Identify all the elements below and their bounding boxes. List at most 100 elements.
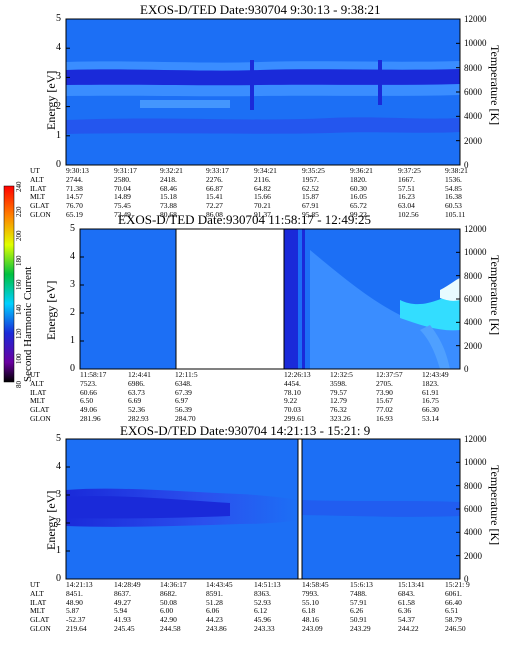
panel-1-orbit-value: 73.88 — [160, 201, 177, 211]
panel-3-orbit-value: 243.09 — [302, 624, 323, 633]
panel-3-orbit-value: 244.22 — [398, 624, 419, 633]
panel-1-orbit-value: 105.11 — [445, 210, 466, 219]
panel-3-orbit-value: 42.90 — [160, 615, 177, 625]
panel-3-orbit-value: 48.90 — [66, 597, 83, 607]
panel-1-ylabel-right: Temperature [K] — [488, 45, 502, 126]
panel-1-orbit-value: 2580. — [114, 174, 131, 184]
panel-3-orbit-label: GLON — [30, 624, 51, 633]
panel-1-orbit-label: GLON — [30, 210, 51, 219]
panel-3-ytick-left: 4 — [56, 461, 61, 472]
panel-3-orbit-value: 8591. — [206, 588, 223, 598]
panel-2-orbit-label: MLT — [30, 396, 46, 406]
panel-1-plot — [65, 18, 461, 166]
panel-1-orbit-value: 71.38 — [66, 183, 83, 193]
panel-3-core-band — [66, 496, 230, 519]
colorbar-tick: 220 — [15, 206, 23, 217]
panel-2-orbit-value: 2705. — [376, 378, 393, 388]
panel-3-orbit-value: 66.40 — [445, 597, 462, 607]
panel-1-orbit-value: 15.66 — [254, 192, 271, 202]
panel-3-orbit-value: 61.58 — [398, 597, 415, 607]
panel-1-orbit-label: MLT — [30, 192, 46, 202]
panel-3-orbit-value: 8363. — [254, 588, 271, 598]
panel-2-orbit-value: 12:4:41 — [128, 370, 151, 379]
panel-3-orbit-value: 7993. — [302, 588, 319, 598]
panel-3-orbit-value: 6.26 — [350, 606, 364, 616]
panel-3-plot — [65, 438, 461, 580]
panel-3-orbit-value: 244.58 — [160, 624, 181, 633]
panel-2-orbit-value: 12:32:5 — [330, 370, 353, 379]
panel-1-orbit-value: 99.22 — [350, 210, 367, 219]
panel-1-orbit-value: 15.87 — [302, 192, 319, 202]
panel-2-orbit-label: ILAT — [30, 387, 47, 397]
panel-1-orbit-value: 63.04 — [398, 201, 415, 211]
colorbar — [3, 185, 15, 383]
panel-3-orbit-value: 6061. — [445, 588, 462, 598]
panel-3-orbit-label: ILAT — [30, 597, 47, 607]
panel-1-spike-2 — [378, 60, 382, 105]
panel-1-orbit-value: 67.91 — [302, 201, 319, 211]
panel-2-orbit-value: 73.90 — [376, 387, 393, 397]
panel-1-orbit-value: 9:38:21 — [445, 166, 468, 175]
panel-3-orbit-value: 8682. — [160, 588, 177, 598]
panel-1-orbit-label: UT — [30, 166, 40, 175]
panel-2-orbit-value: 78.10 — [284, 387, 301, 397]
panel-3-orbit-value: 243.33 — [254, 624, 275, 633]
panel-2-orbit-value: 6.97 — [175, 396, 189, 406]
panel-3-orbit-value: 6.06 — [206, 606, 220, 616]
panel-1-orbit-value: 2276. — [206, 174, 223, 184]
panel-3-ytick-right: 6000 — [464, 504, 482, 514]
panel-1-orbit-value: 72.27 — [206, 201, 223, 211]
panel-3-orbit-label: UT — [30, 580, 40, 589]
panel-3-orbit-value: 6843. — [398, 588, 415, 598]
panel-1-orbit-value: 86.08 — [206, 210, 223, 219]
panel-3-orbit-value: 52.93 — [254, 597, 271, 607]
panel-3-orbit-value: 15:21: 9 — [445, 580, 470, 589]
panel-3-orbit-value: 48.16 — [302, 615, 319, 625]
panel-1-orbit-value: 66.87 — [206, 183, 223, 193]
panel-3-orbit-value: 15:13:41 — [398, 580, 425, 589]
panel-1-orbit-value: 54.85 — [445, 183, 462, 193]
panel-2-orbit-label: GLAT — [30, 405, 50, 415]
panel-2-orbit-value: 15.67 — [376, 396, 393, 406]
panel-3-orbit-value: 245.45 — [114, 624, 135, 633]
panel-3-orbit-value: 14:36:17 — [160, 580, 187, 589]
panel-2-cyan-region — [400, 290, 460, 331]
panel-2-orbit-value: 12:26:13 — [284, 370, 311, 379]
panel-1-orbit-label: ALT — [30, 174, 44, 184]
panel-3-gap — [298, 439, 302, 579]
panel-2-orbit-value: 76.32 — [330, 405, 347, 415]
panel-1-orbit-value: 16.23 — [398, 192, 415, 202]
panel-3-orbit-value: 55.10 — [302, 597, 319, 607]
panel-2-orbit-value: 11:58:17 — [80, 370, 107, 379]
panel-3-ytick-right: 2000 — [464, 550, 482, 561]
panel-2-orbit-value: 299.61 — [284, 414, 305, 423]
panel-2-orbit-value: 56.39 — [175, 405, 192, 415]
panel-2-ytick-left: 2 — [70, 307, 75, 318]
panel-3-orbit-value: 5.87 — [66, 606, 80, 616]
panel-2-data-gap — [176, 229, 284, 369]
panel-1-orbit-value: 9:30:13 — [66, 166, 89, 175]
panel-1-orbit-value: 60.30 — [350, 183, 367, 193]
panel-1-orbit-value: 1957. — [302, 174, 319, 184]
panel-3-orbit-value: 58.79 — [445, 615, 462, 625]
panel-2-ytick-left: 4 — [70, 251, 75, 262]
panel-2-ytick-right: 8000 — [464, 270, 482, 281]
panel-1-ytick-right: 12000 — [464, 14, 487, 24]
panel-2-ylabel-right: Temperature [K] — [488, 255, 502, 336]
panel-1-orbit-value: 70.04 — [114, 183, 131, 193]
panel-1-orbit-value: 76.70 — [66, 201, 83, 211]
panel-1-spike — [250, 60, 254, 110]
panel-3-orbit-value: 14:58:45 — [302, 580, 329, 589]
panel-1-orbit-value: 75.45 — [114, 201, 131, 211]
panel-3-ytick-left: 1 — [56, 545, 61, 556]
panel-2-orbit-value: 1823. — [422, 378, 439, 388]
panel-1-ytick-left: 0 — [56, 159, 61, 170]
panel-2-orbit-value: 49.06 — [80, 405, 97, 415]
panel-1-ytick-left: 1 — [56, 129, 61, 141]
panel-2-ylabel-left: Energy [eV] — [44, 280, 58, 340]
panel-1-orbit-value: 102.56 — [398, 210, 419, 219]
panel-3-orbit-value: 6.12 — [254, 606, 268, 616]
panel-1-orbit-value: 73.49 — [114, 210, 131, 219]
panel-3-orbit-label: MLT — [30, 606, 46, 616]
